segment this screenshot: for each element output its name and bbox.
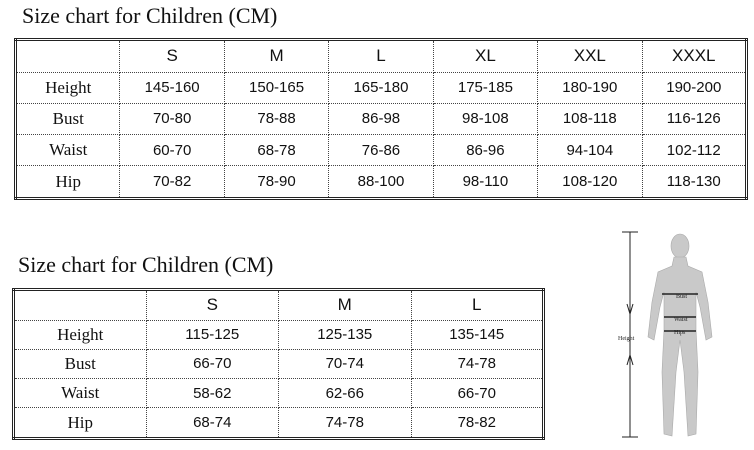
value-cell: 118-130 <box>641 165 748 199</box>
corner-cell <box>13 289 147 321</box>
table-row: Waist 60-70 68-78 76-86 86-96 94-104 102-112 <box>14 134 748 167</box>
value-cell: 60-70 <box>119 134 225 167</box>
value-cell: 70-82 <box>119 165 225 199</box>
value-cell: 74-78 <box>278 407 412 439</box>
value-cell: 70-74 <box>278 348 412 380</box>
value-cell: 78-88 <box>223 102 330 136</box>
body-figure: Bust Waist Hips Height <box>618 231 713 438</box>
row-label: Height <box>14 71 121 104</box>
value-cell: 78-82 <box>410 407 544 439</box>
value-cell: 175-185 <box>432 71 539 104</box>
value-cell: 98-110 <box>432 165 539 199</box>
value-cell: 145-160 <box>119 71 225 104</box>
value-cell: 115-125 <box>145 319 279 350</box>
value-cell: 94-104 <box>537 134 643 167</box>
value-cell: 165-180 <box>328 71 434 104</box>
row-label: Bust <box>13 348 147 380</box>
row-label: Hip <box>13 407 147 439</box>
value-cell: 108-118 <box>537 102 643 136</box>
value-cell: 102-112 <box>641 134 748 167</box>
value-cell: 66-70 <box>410 378 544 409</box>
table-row: Height 115-125 125-135 135-145 <box>13 319 544 350</box>
value-cell: 150-165 <box>223 71 330 104</box>
value-cell: 98-108 <box>432 102 539 136</box>
size-header: M <box>223 39 330 73</box>
waist-label: Waist <box>674 317 688 323</box>
table-row: Hip 70-82 78-90 88-100 98-110 108-120 118-130 <box>14 165 748 199</box>
value-cell: 66-70 <box>145 348 279 380</box>
table-row: Hip 68-74 74-78 78-82 <box>13 407 544 439</box>
value-cell: 76-86 <box>328 134 434 167</box>
table-title: Size chart for Children (CM) <box>18 252 274 277</box>
value-cell: 180-190 <box>537 71 643 104</box>
size-header: S <box>145 289 279 321</box>
table-row: Height 145-160 150-165 165-180 175-185 180-19… <box>14 71 748 104</box>
table-title: Size chart for Children (CM) <box>22 3 278 28</box>
value-cell: 86-96 <box>432 134 539 167</box>
table-row: Bust 70-80 78-88 86-98 98-108 108-118 116-126 <box>14 102 748 136</box>
size-header: L <box>328 39 434 73</box>
silhouette <box>647 233 713 437</box>
value-cell: 108-120 <box>537 165 643 199</box>
value-cell: 68-74 <box>145 407 279 439</box>
height-arrows <box>626 303 634 366</box>
row-label: Waist <box>13 378 147 409</box>
row-label: Height <box>13 319 147 350</box>
size-header: XL <box>432 39 539 73</box>
row-label: Hip <box>14 165 121 199</box>
value-cell: 70-80 <box>119 102 225 136</box>
value-cell: 78-90 <box>223 165 330 199</box>
value-cell: 58-62 <box>145 378 279 409</box>
table-row: Bust 66-70 70-74 74-78 <box>13 348 544 380</box>
size-table: S M L XL XXL XXXL Height 145-160 150-165 165-180 1… <box>14 38 748 200</box>
row-label: Waist <box>14 134 121 167</box>
size-header: L <box>410 289 544 321</box>
value-cell: 88-100 <box>328 165 434 199</box>
table-row: Waist 58-62 62-66 66-70 <box>13 378 544 409</box>
bust-label: Bust <box>676 294 687 300</box>
size-header: S <box>119 39 225 73</box>
value-cell: 68-78 <box>223 134 330 167</box>
header-row: S M L XL XXL XXXL <box>14 39 748 73</box>
hips-label: Hips <box>674 330 686 336</box>
row-label: Bust <box>14 102 121 136</box>
value-cell: 190-200 <box>641 71 748 104</box>
value-cell: 86-98 <box>328 102 434 136</box>
value-cell: 62-66 <box>278 378 412 409</box>
value-cell: 135-145 <box>410 319 544 350</box>
corner-cell <box>14 39 121 73</box>
value-cell: 116-126 <box>641 102 748 136</box>
size-header: M <box>278 289 412 321</box>
height-label: Height <box>618 336 635 342</box>
value-cell: 74-78 <box>410 348 544 380</box>
size-header: XXL <box>537 39 643 73</box>
size-header: XXXL <box>641 39 748 73</box>
size-table: S M L Height 115-125 125-135 135-145 Bust 66-70 7… <box>12 288 545 440</box>
value-cell: 125-135 <box>278 319 412 350</box>
